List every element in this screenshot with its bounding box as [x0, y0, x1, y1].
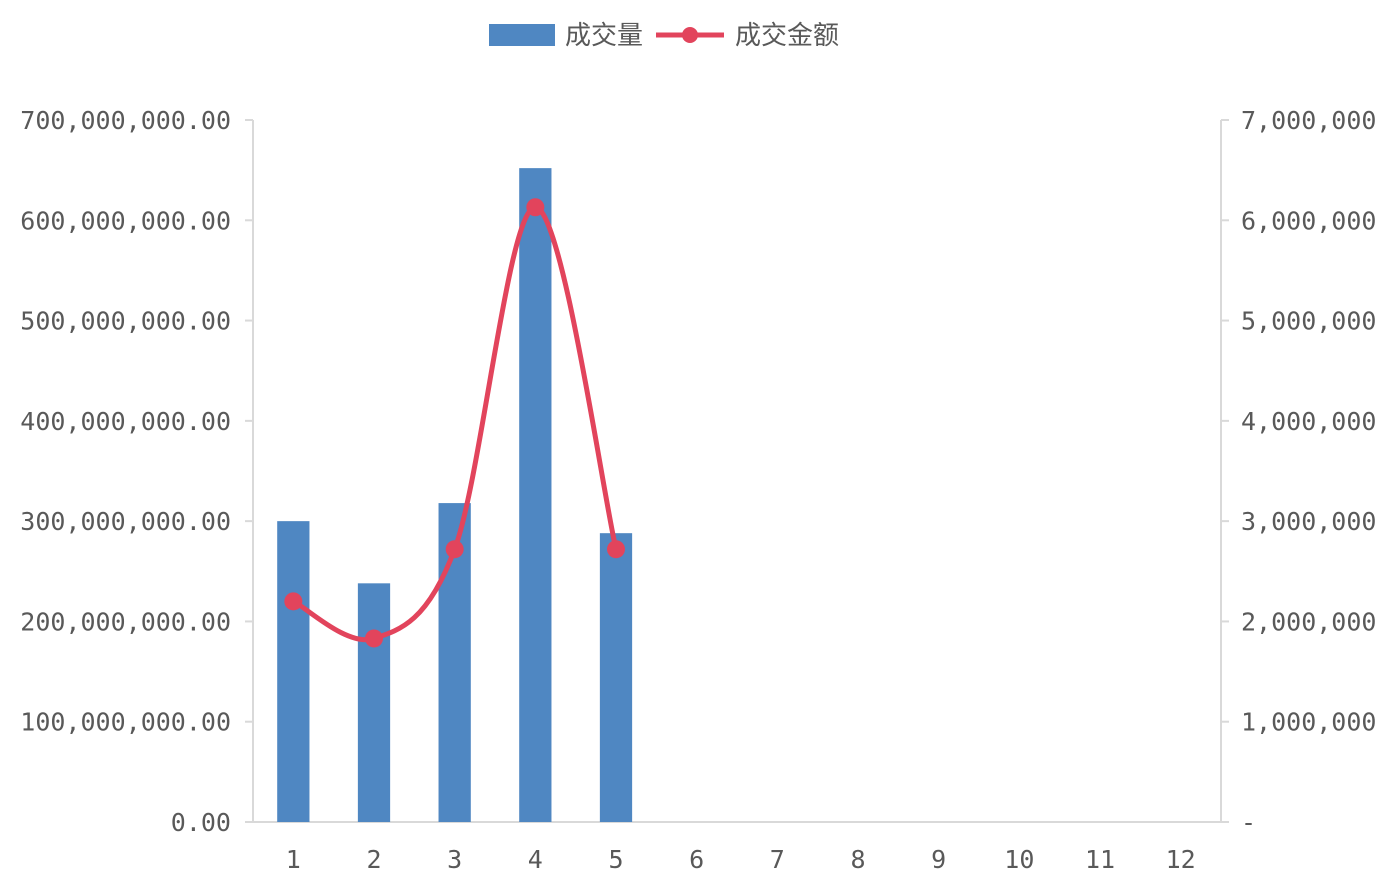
x-tick-label: 9 [931, 845, 946, 874]
x-tick-label: 7 [770, 845, 785, 874]
x-tick-label: 5 [608, 845, 623, 874]
left-y-tick-label: 100,000,000.00 [20, 708, 231, 737]
right-y-tick-label: 4,000,000 [1241, 407, 1376, 436]
right-y-tick-label: 3,000,000 [1241, 507, 1376, 536]
bar-series [277, 168, 633, 822]
left-y-tick-label: 0.00 [171, 808, 231, 837]
bar-volume [599, 533, 633, 822]
x-tick-label: 10 [1004, 845, 1034, 874]
left-y-tick-label: 600,000,000.00 [20, 206, 231, 235]
line-amount-point [365, 629, 383, 648]
right-y-tick-label: 2,000,000 [1241, 607, 1376, 636]
legend: 成交量 成交金额 [489, 21, 839, 51]
x-tick-label: 8 [850, 845, 865, 874]
bar-volume [357, 583, 391, 822]
axes: 0.00 100,000,000.00 200,000,000.00 300,000,… [20, 106, 1376, 874]
right-y-tick-label: 5,000,000 [1241, 307, 1376, 336]
left-y-tick-label: 300,000,000.00 [20, 507, 231, 536]
left-y-tick-label: 200,000,000.00 [20, 607, 231, 636]
x-tick-label: 2 [366, 845, 381, 874]
x-tick-label: 6 [689, 845, 704, 874]
right-y-tick-label: 1,000,000 [1241, 708, 1376, 737]
legend-label-amount: 成交金额 [735, 21, 839, 51]
x-tick-label: 3 [447, 845, 462, 874]
left-y-tick-label: 700,000,000.00 [20, 106, 231, 135]
line-series [284, 198, 625, 648]
right-y-tick-label: 7,000,000 [1241, 106, 1376, 135]
x-tick-label: 11 [1085, 845, 1115, 874]
line-amount-point [284, 592, 303, 611]
x-tick-label: 4 [528, 845, 543, 874]
legend-swatch-volume [489, 24, 555, 46]
right-y-tick-label: 6,000,000 [1241, 206, 1376, 235]
left-y-tick-label: 400,000,000.00 [20, 407, 231, 436]
line-amount-point [445, 540, 464, 559]
bar-volume [519, 168, 552, 822]
right-y-tick-label: - [1241, 808, 1256, 837]
legend-label-volume: 成交量 [565, 21, 643, 51]
line-amount-point [607, 540, 625, 559]
x-tick-label: 12 [1166, 845, 1196, 874]
line-amount-point [526, 198, 545, 217]
left-y-tick-label: 500,000,000.00 [20, 307, 231, 336]
legend-swatch-amount-marker [682, 27, 698, 43]
bar-volume [277, 521, 310, 822]
x-tick-label: 1 [286, 845, 301, 874]
